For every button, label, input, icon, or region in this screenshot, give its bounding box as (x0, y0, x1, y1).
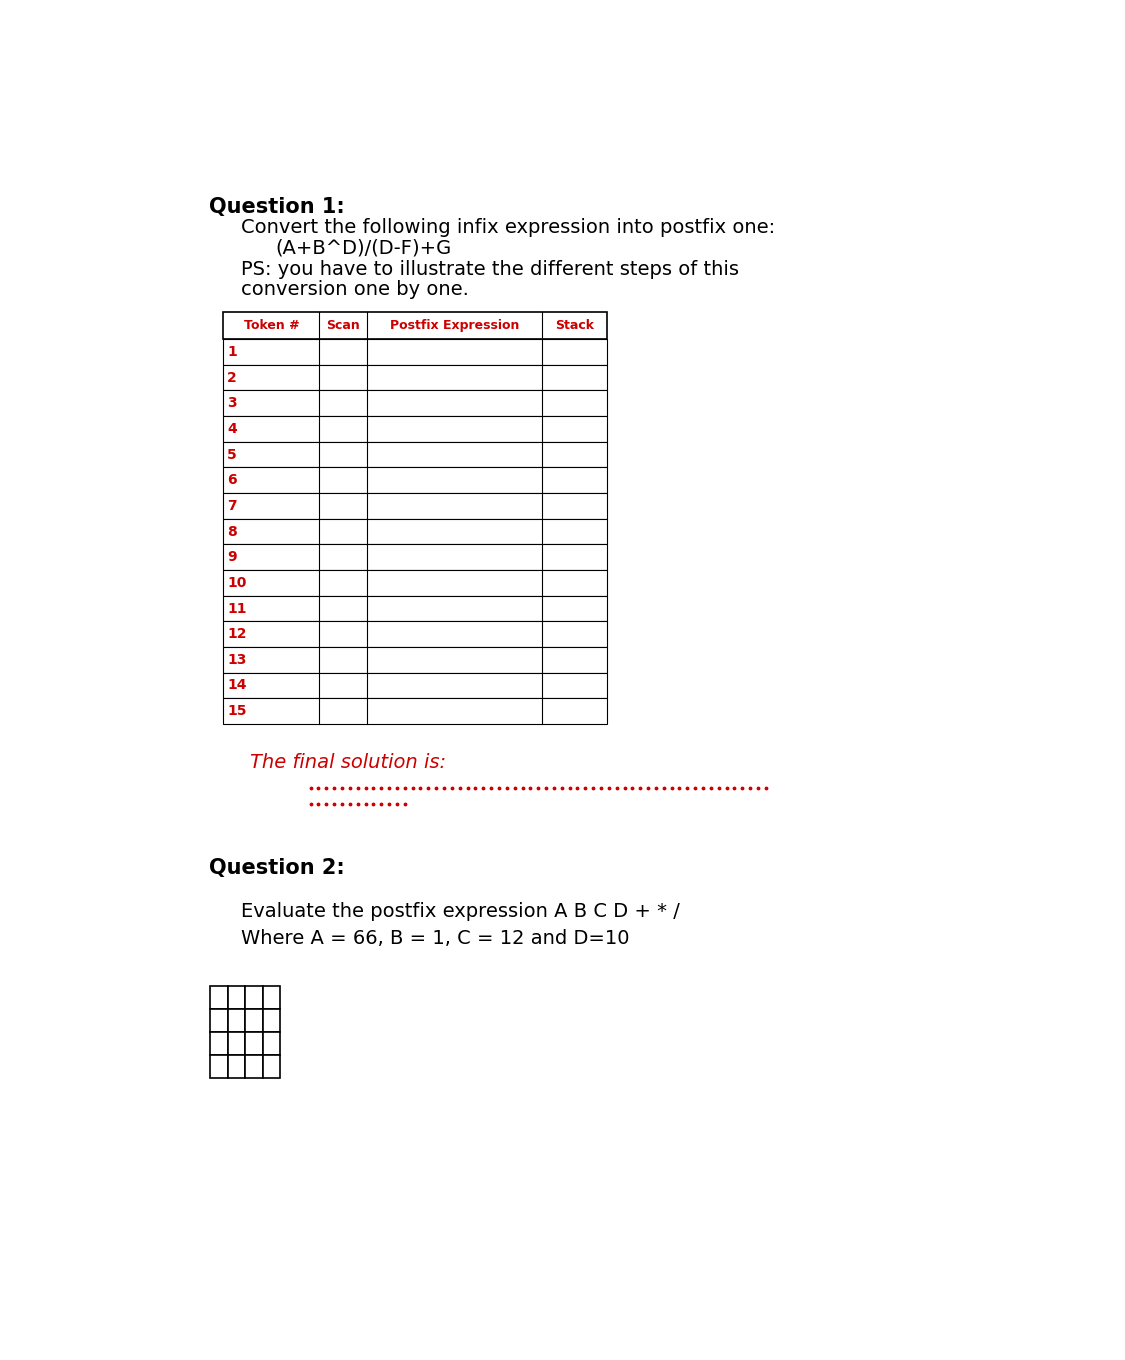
Text: Postfix Expression: Postfix Expression (390, 320, 520, 332)
Bar (227, 1009, 245, 1032)
Bar (224, 570, 608, 596)
Bar (224, 339, 608, 364)
Bar (245, 1009, 263, 1032)
Bar (263, 1032, 280, 1055)
Bar (227, 1032, 245, 1055)
Text: 13: 13 (227, 653, 246, 666)
Text: (A+B^D)/(D-F)+G: (A+B^D)/(D-F)+G (276, 238, 452, 257)
Bar (224, 698, 608, 724)
Text: 12: 12 (227, 627, 246, 641)
Bar (224, 390, 608, 416)
Text: 6: 6 (227, 473, 236, 487)
Text: Convert the following infix expression into postfix one:: Convert the following infix expression i… (241, 218, 775, 237)
Bar (210, 986, 227, 1009)
Bar (245, 986, 263, 1009)
Text: 7: 7 (227, 499, 236, 513)
Text: conversion one by one.: conversion one by one. (241, 280, 469, 299)
Bar (224, 442, 608, 468)
Text: Token #: Token # (244, 320, 299, 332)
Text: Scan: Scan (326, 320, 360, 332)
Text: Where A = 66, B = 1, C = 12 and D=10: Where A = 66, B = 1, C = 12 and D=10 (241, 929, 629, 948)
Bar (263, 1055, 280, 1078)
Text: 9: 9 (227, 551, 236, 564)
Bar (224, 416, 608, 442)
Text: 5: 5 (227, 447, 236, 461)
Text: Question 2:: Question 2: (208, 858, 344, 879)
Bar (245, 1055, 263, 1078)
Bar (227, 1055, 245, 1078)
Bar (245, 1032, 263, 1055)
Text: 14: 14 (227, 679, 246, 692)
Bar (224, 311, 608, 339)
Text: 4: 4 (227, 422, 236, 437)
Bar (227, 986, 245, 1009)
Text: Stack: Stack (555, 320, 594, 332)
Text: Question 1:: Question 1: (208, 197, 344, 216)
Bar (224, 596, 608, 622)
Bar (210, 1055, 227, 1078)
Bar (224, 673, 608, 698)
Text: 15: 15 (227, 704, 246, 718)
Bar (210, 1032, 227, 1055)
Text: 8: 8 (227, 525, 236, 539)
Bar (224, 544, 608, 570)
Bar (224, 622, 608, 647)
Bar (210, 1009, 227, 1032)
Text: PS: you have to illustrate the different steps of this: PS: you have to illustrate the different… (241, 260, 739, 279)
Text: The final solution is:: The final solution is: (250, 753, 446, 772)
Bar (224, 494, 608, 518)
Bar (224, 364, 608, 390)
Bar (224, 518, 608, 544)
Text: Evaluate the postfix expression A B C D + * /: Evaluate the postfix expression A B C D … (241, 902, 680, 921)
Text: 10: 10 (227, 575, 246, 590)
Text: 3: 3 (227, 396, 236, 411)
Bar (224, 647, 608, 673)
Text: 11: 11 (227, 601, 246, 616)
Bar (263, 986, 280, 1009)
Bar (224, 468, 608, 494)
Text: 1: 1 (227, 345, 236, 359)
Bar (263, 1009, 280, 1032)
Text: 2: 2 (227, 371, 236, 385)
